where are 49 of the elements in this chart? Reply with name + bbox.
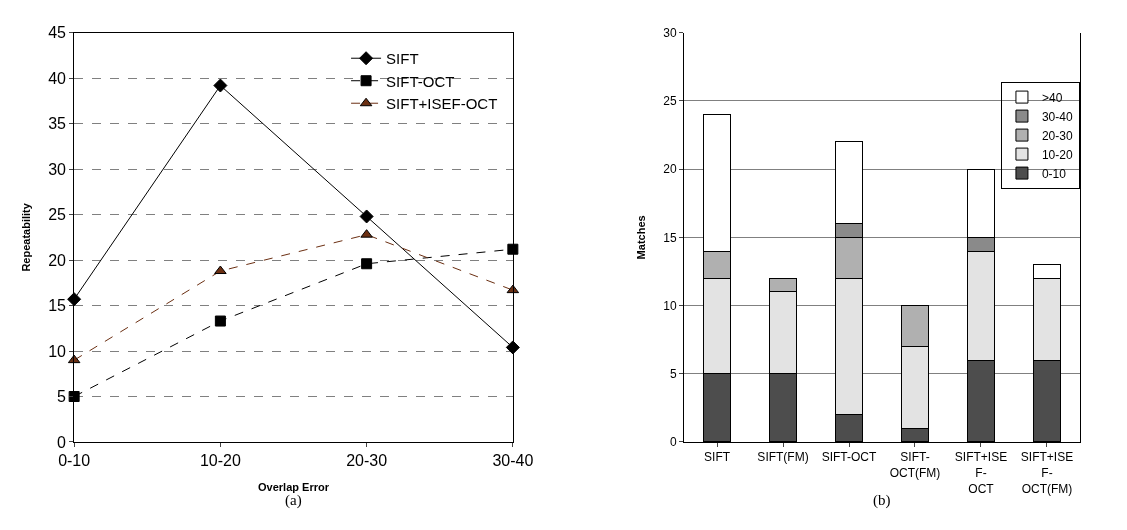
x-tick-label: 10-20	[199, 452, 241, 470]
legend-label: SIFT-OCT	[386, 72, 455, 90]
text: (b)	[873, 492, 891, 509]
y-tick-label: 5	[669, 366, 677, 381]
x-tick-label: SIFT-OCT(FM)	[889, 450, 941, 480]
text: (a)	[285, 492, 302, 509]
x-tick-label: 20-30	[346, 452, 388, 470]
legend-label: SIFT	[386, 50, 419, 68]
point	[68, 391, 80, 403]
legend-label: 20-30	[1041, 128, 1073, 143]
y-tick-label: 25	[663, 94, 677, 109]
x-tick-label: SIFT+ISEF-OCT	[954, 450, 1008, 496]
y-tick-label: 45	[48, 24, 67, 42]
x-tick-label: 0-10	[58, 452, 91, 470]
legend-label: 30-40	[1041, 109, 1073, 124]
y-tick-label: 20	[48, 251, 67, 269]
point	[359, 209, 374, 224]
x-tick-label: SIFT-OCT	[821, 450, 878, 465]
y-tick-label: 30	[48, 160, 67, 178]
y-tick-label: 15	[663, 230, 677, 245]
legend-label: 10-20	[1041, 147, 1073, 162]
y-tick-label: 35	[48, 115, 67, 133]
point	[67, 292, 82, 307]
point	[214, 315, 226, 327]
y-tick-label: 10	[663, 298, 677, 313]
point	[213, 78, 228, 93]
point	[214, 265, 227, 275]
x-tick-label: SIFT(FM)	[757, 450, 809, 465]
y-tick-label: 10	[48, 342, 67, 360]
y-tick-label: 0	[57, 433, 67, 451]
y-tick-label: 15	[48, 297, 67, 315]
y-tick-label: 0	[669, 435, 677, 450]
y-axis-title: Matches	[634, 215, 647, 260]
y-tick-label: 5	[57, 388, 67, 406]
legend-label: 0-10	[1041, 166, 1067, 181]
y-axis-title: Repeatability	[19, 202, 32, 272]
x-tick-label: SIFT	[704, 450, 731, 465]
point	[361, 258, 373, 270]
y-tick-label: 20	[663, 162, 677, 177]
legend-label: >40	[1041, 90, 1063, 105]
y-tick-label: 40	[48, 69, 67, 87]
x-tick-label: SIFT+ISEF-OCT(FM)	[1020, 450, 1074, 496]
legend-label: SIFT+ISEF-OCT	[386, 95, 498, 113]
x-axis-title: Overlap Error	[258, 481, 330, 494]
y-tick-label: 25	[48, 206, 67, 224]
x-tick-label: 30-40	[492, 452, 534, 470]
point	[67, 354, 81, 364]
y-tick-label: 30	[663, 25, 677, 40]
point	[507, 243, 519, 255]
